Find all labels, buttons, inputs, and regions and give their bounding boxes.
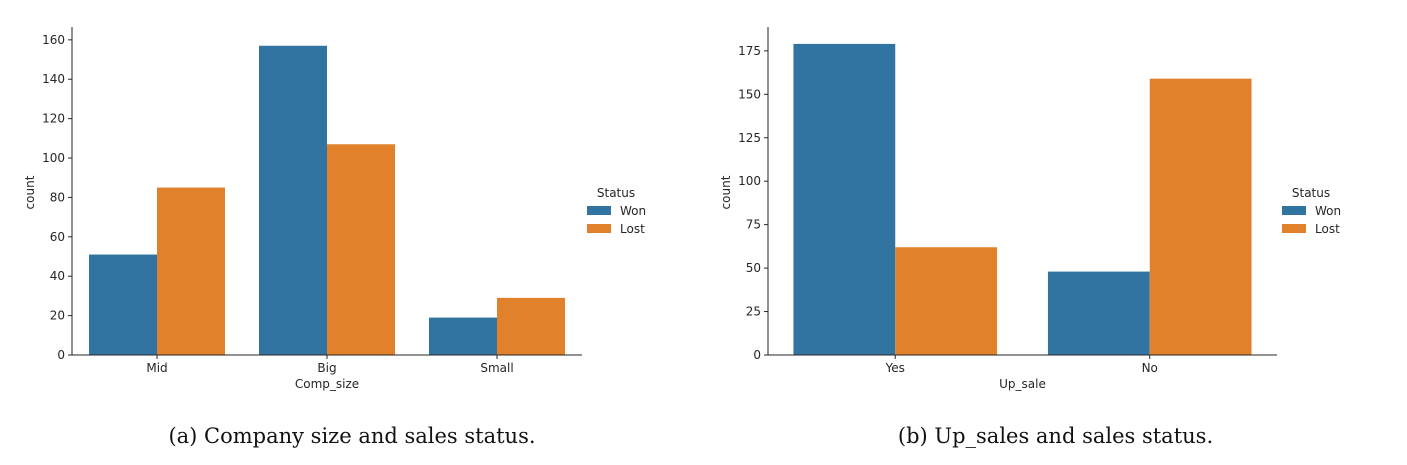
- legend-swatch-lost: [1282, 224, 1306, 233]
- bar-won-mid: [89, 254, 157, 355]
- legend-title: Status: [597, 186, 635, 200]
- bar-won-big: [259, 45, 327, 356]
- bar-lost-big: [327, 144, 395, 355]
- legend-label-won: Won: [620, 204, 646, 218]
- x-axis-label: Comp_size: [295, 377, 359, 391]
- caption-up-sale: (b) Up_sales and sales status.: [897, 424, 1214, 448]
- y-tick-label: 25: [746, 305, 761, 319]
- x-axis-label: Up_sale: [999, 377, 1046, 391]
- bar-won-no: [1047, 271, 1150, 355]
- y-tick-label: 100: [42, 151, 65, 165]
- y-tick-label: 175: [738, 44, 761, 58]
- legend-label-lost: Lost: [620, 222, 645, 236]
- x-tick-label: Small: [480, 361, 513, 375]
- bar-lost-yes: [895, 247, 998, 355]
- caption-company-size: (a) Company size and sales status.: [168, 424, 536, 448]
- legend-swatch-lost: [587, 224, 611, 233]
- bar-lost-small: [497, 297, 565, 355]
- y-tick-label: 40: [50, 269, 65, 283]
- y-axis-label: count: [23, 175, 37, 209]
- y-tick-label: 80: [50, 190, 65, 204]
- bar-won-small: [429, 317, 497, 355]
- bar-won-yes: [793, 43, 896, 355]
- legend-swatch-won: [1282, 206, 1306, 215]
- x-tick-label: Yes: [885, 361, 905, 375]
- y-tick-label: 60: [50, 230, 65, 244]
- legend-label-won: Won: [1315, 204, 1341, 218]
- y-tick-label: 140: [42, 72, 65, 86]
- y-tick-label: 0: [57, 348, 65, 362]
- y-tick-label: 0: [753, 348, 761, 362]
- x-tick-label: No: [1142, 361, 1158, 375]
- chart-company-size-status: Mid Big Small 0 20 40 60 80 100 120 140 160 Comp_siz…: [23, 27, 646, 391]
- y-tick-label: 160: [42, 33, 65, 47]
- y-tick-label: 125: [738, 131, 761, 145]
- y-tick-label: 150: [738, 87, 761, 101]
- y-tick-label: 50: [746, 261, 761, 275]
- bar-lost-mid: [157, 187, 225, 355]
- legend-title: Status: [1292, 186, 1330, 200]
- legend-label-lost: Lost: [1315, 222, 1340, 236]
- bar-lost-no: [1149, 78, 1252, 356]
- y-tick-label: 20: [50, 309, 65, 323]
- y-axis-label: count: [719, 175, 733, 209]
- y-tick-label: 100: [738, 174, 761, 188]
- y-tick-label: 120: [42, 112, 65, 126]
- y-tick-label: 75: [746, 218, 761, 232]
- x-tick-label: Big: [317, 361, 336, 375]
- x-tick-label: Mid: [146, 361, 167, 375]
- chart-panel-company-size: Mid Big Small 0 20 40 60 80 100 120 140 160 Comp_siz…: [23, 27, 646, 448]
- chart-panel-up-sale: Yes No 0 25 50 75 100 125 150 175 Up_sale count Stat…: [704, 0, 1407, 465]
- legend-swatch-won: [587, 206, 611, 215]
- chart-up-sale-status: Yes No 0 25 50 75 100 125 150 175 Up_sale count Stat…: [719, 27, 1341, 391]
